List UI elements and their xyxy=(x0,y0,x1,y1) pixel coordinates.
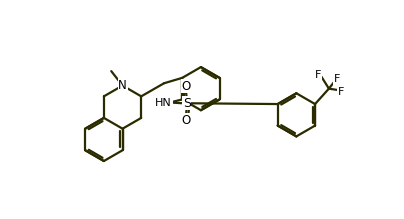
Text: F: F xyxy=(338,87,344,97)
Text: N: N xyxy=(118,79,127,92)
Text: HN: HN xyxy=(156,97,172,108)
Text: S: S xyxy=(183,97,191,110)
Text: O: O xyxy=(181,80,191,93)
Text: O: O xyxy=(181,114,191,127)
Text: F: F xyxy=(333,74,340,84)
Text: F: F xyxy=(315,70,321,80)
